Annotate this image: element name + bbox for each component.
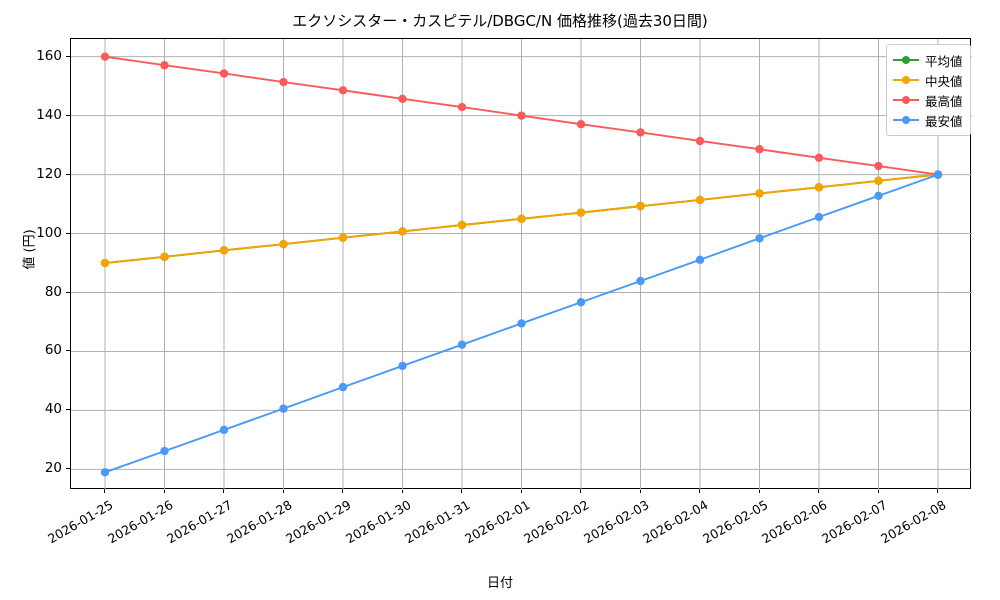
y-tick-mark [66,55,70,57]
data-point [636,276,645,286]
x-tick-mark [282,489,284,493]
data-point [457,220,467,230]
data-point [517,214,526,224]
y-tick-mark [66,350,70,352]
data-point [160,61,169,70]
data-point [457,340,467,349]
data-point [279,77,288,87]
data-point [576,208,586,217]
plot-area [70,38,972,490]
y-tick-mark [66,468,70,470]
legend-marker-icon [893,54,919,66]
data-point [933,170,943,179]
data-point [100,468,110,477]
y-tick-label: 40 [44,401,62,418]
x-tick-mark [223,489,224,493]
x-tick-mark [818,489,819,493]
data-point [755,189,764,198]
y-tick-label: 140 [36,106,62,123]
y-axis-label: 値 (円) [22,229,38,270]
data-point [576,119,586,129]
data-point [814,212,824,222]
data-series-layer [100,52,943,477]
x-tick-mark [461,489,462,493]
legend-item-4[interactable]: 最安値 [893,110,963,130]
data-point [695,195,705,205]
legend-label: 平均値 [925,53,963,69]
legend-item-1[interactable]: 平均値 [893,50,963,70]
data-point [695,136,705,146]
chart-title: エクソシスター・カスピテル/DBGC/N 価格推移(過去30日間) [292,12,708,30]
data-point [160,446,169,456]
x-tick-mark [639,489,641,493]
legend-label: 最安値 [925,113,963,129]
x-tick-mark [163,489,165,493]
data-point [398,94,407,104]
legend-label: 最高値 [925,93,963,109]
data-point [814,183,824,192]
x-tick-mark [104,489,105,493]
y-tick-label: 120 [36,165,62,182]
data-point [279,404,288,413]
x-tick-mark [758,489,760,493]
data-point [338,233,348,242]
legend-label: 中央値 [925,73,963,89]
y-tick-mark [66,409,70,411]
legend-item-3[interactable]: 最高値 [893,90,963,110]
series-3 [100,52,943,179]
data-point [338,86,348,95]
data-point [100,258,110,268]
y-tick-mark [66,114,70,116]
data-point [755,234,764,243]
x-tick-mark [580,489,581,493]
y-tick-label: 60 [44,342,62,359]
data-point [398,361,407,371]
data-point [100,52,110,61]
x-tick-mark [342,489,343,493]
data-point [576,298,586,307]
data-point [874,191,883,201]
data-point [398,227,407,236]
data-point [755,145,764,154]
y-tick-label: 100 [36,224,62,241]
data-point [814,153,824,162]
series-4 [100,170,943,477]
y-tick-mark [66,291,70,293]
data-point [219,425,229,435]
x-tick-mark [937,489,938,493]
legend-marker-icon [893,114,919,126]
data-point [695,255,705,264]
data-point [636,201,645,211]
data-point [874,161,883,171]
legend-marker-icon [893,94,919,106]
data-point [874,176,883,185]
data-point [219,246,229,255]
y-tick-mark [66,232,70,234]
x-tick-mark [520,489,522,493]
data-point [517,111,526,120]
x-tick-mark [699,489,700,493]
legend-marker-icon [893,74,919,86]
data-point [219,69,229,78]
x-axis-label: 日付 [486,576,513,591]
grid-lines [71,39,972,490]
data-point [160,252,169,262]
data-point [279,239,288,249]
legend-item-2[interactable]: 中央値 [893,70,963,90]
y-tick-mark [66,173,70,175]
data-point [457,102,467,112]
y-tick-label: 20 [44,460,62,477]
x-tick-mark [401,489,403,493]
data-point [338,382,348,392]
data-point [517,319,526,328]
chart-legend: 平均値中央値最高値最安値 [886,44,971,136]
data-point [636,128,645,137]
x-tick-mark [877,489,879,493]
y-tick-label: 80 [44,283,62,300]
y-tick-label: 160 [36,47,62,64]
